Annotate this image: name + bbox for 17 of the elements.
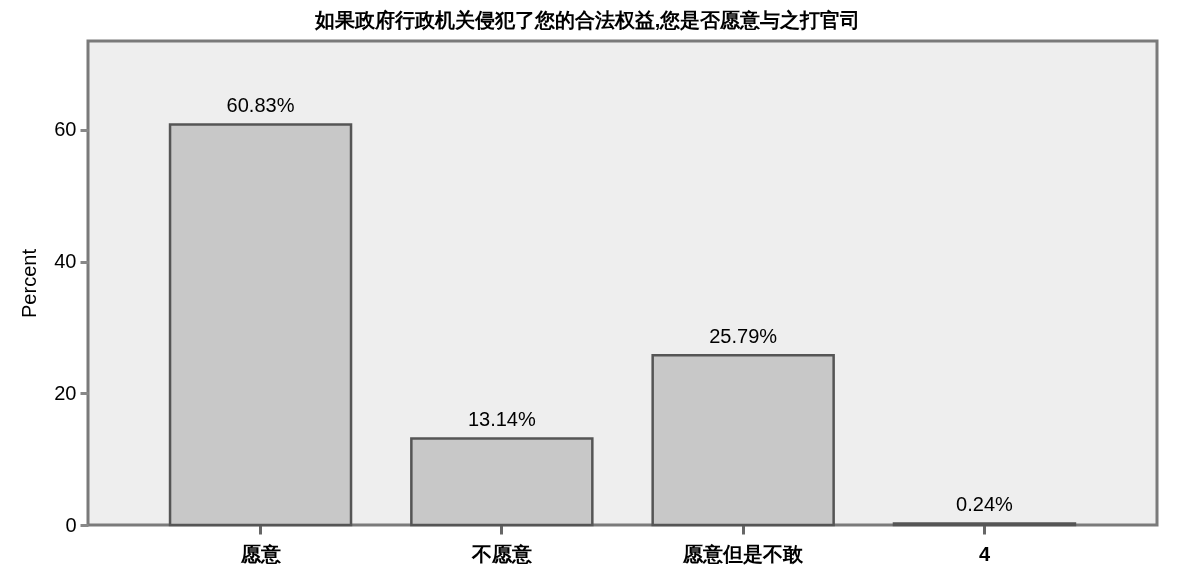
data-label: 13.14% (467, 408, 536, 431)
x-tick-label: 不愿意 (470, 542, 533, 565)
x-tick-label: 4 (978, 542, 991, 565)
data-label: 0.24% (956, 493, 1014, 516)
data-label: 60.83% (226, 94, 295, 117)
y-tick-label: 0 (65, 513, 77, 536)
y-tick-label: 40 (54, 250, 77, 273)
x-tick-label: 愿意但是不敢 (682, 542, 805, 565)
x-tick-label: 愿意 (239, 542, 282, 565)
bar (168, 123, 353, 527)
data-label: 25.79% (709, 325, 778, 348)
chart-title: 如果政府行政机关侵犯了您的合法权益,您是否愿意与之打官司 (313, 9, 861, 31)
y-tick-label: 60 (54, 118, 77, 141)
bar (410, 437, 594, 527)
y-axis-title: Percent (18, 248, 41, 318)
y-tick-label: 20 (54, 381, 77, 404)
bar (651, 353, 835, 527)
